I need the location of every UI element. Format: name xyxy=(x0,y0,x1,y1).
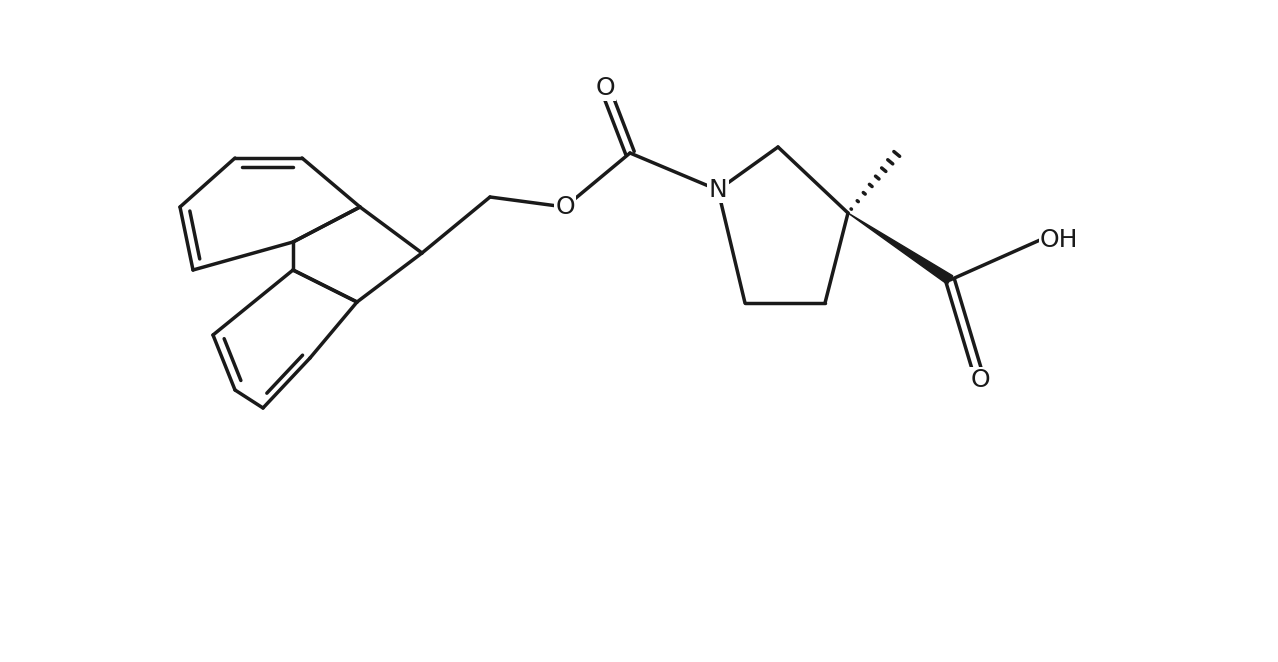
Text: O: O xyxy=(596,76,615,100)
Text: OH: OH xyxy=(1040,228,1079,252)
Polygon shape xyxy=(849,213,952,284)
Text: O: O xyxy=(555,195,575,219)
Text: N: N xyxy=(708,178,727,202)
Text: O: O xyxy=(970,368,990,392)
